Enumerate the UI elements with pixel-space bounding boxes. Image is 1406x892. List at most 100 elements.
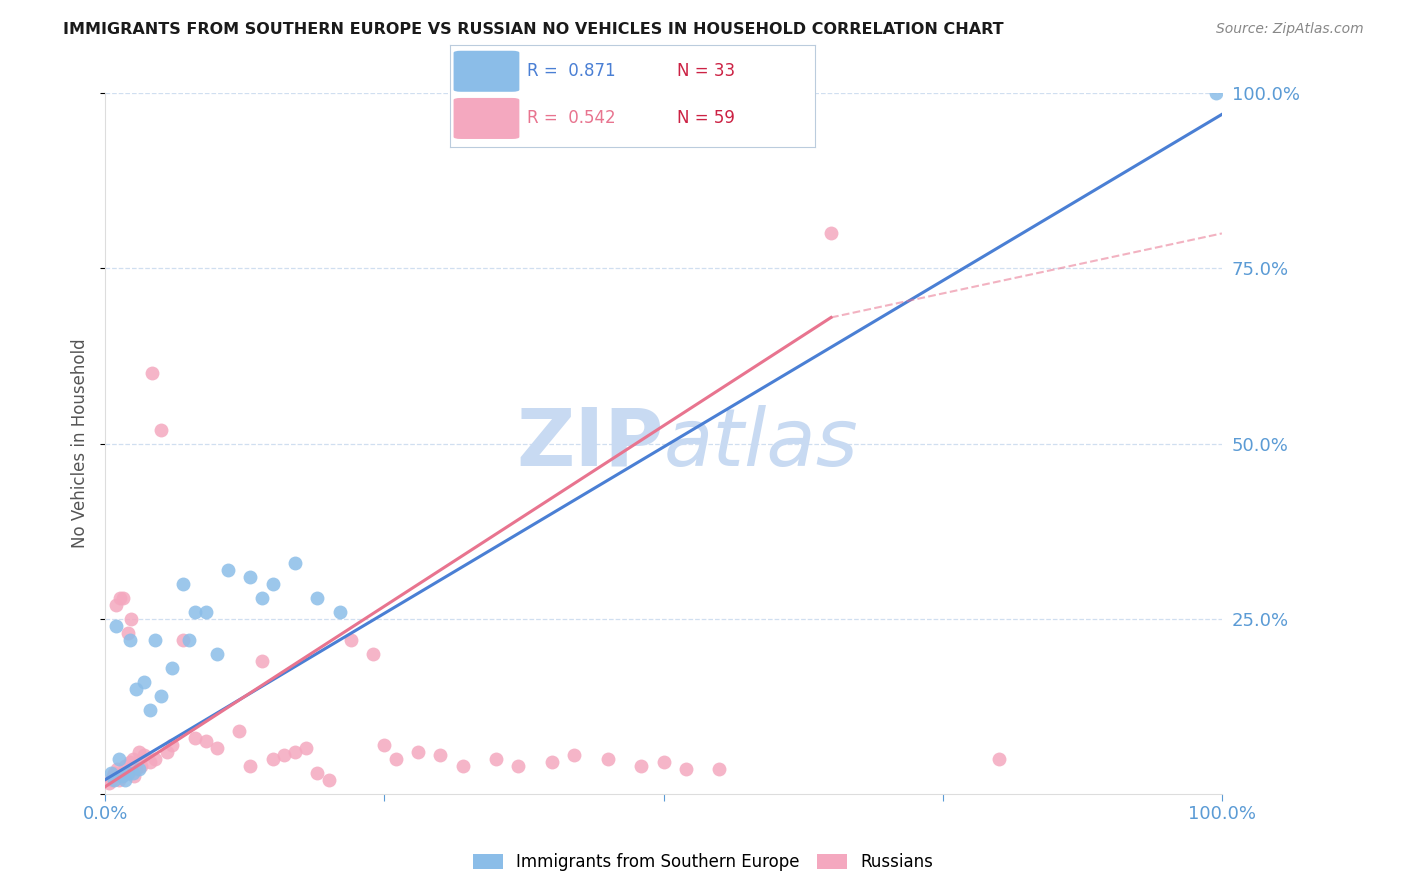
Text: IMMIGRANTS FROM SOUTHERN EUROPE VS RUSSIAN NO VEHICLES IN HOUSEHOLD CORRELATION : IMMIGRANTS FROM SOUTHERN EUROPE VS RUSSI…: [63, 22, 1004, 37]
FancyBboxPatch shape: [454, 98, 519, 139]
Point: [160, 660, 183, 674]
Point: [373, 738, 395, 752]
Point: [139, 755, 162, 769]
Point: [340, 632, 363, 647]
Point: [128, 745, 150, 759]
Point: [112, 765, 135, 780]
Point: [145, 752, 167, 766]
Point: [117, 625, 139, 640]
Text: atlas: atlas: [664, 404, 858, 483]
Y-axis label: No Vehicles in Household: No Vehicles in Household: [72, 339, 89, 549]
Point: [273, 748, 295, 763]
Point: [596, 752, 619, 766]
Point: [117, 765, 139, 780]
Point: [307, 765, 329, 780]
Point: [675, 762, 697, 776]
Point: [262, 752, 284, 766]
Point: [156, 745, 179, 759]
Point: [103, 765, 125, 780]
Point: [139, 703, 162, 717]
Point: [125, 681, 148, 696]
Point: [284, 745, 307, 759]
Point: [129, 758, 152, 772]
Point: [205, 741, 228, 756]
Point: [451, 758, 474, 772]
Point: [250, 591, 273, 605]
Point: [150, 689, 173, 703]
Point: [103, 772, 125, 787]
Point: [100, 772, 122, 787]
Text: R =  0.871: R = 0.871: [527, 62, 616, 80]
Point: [406, 745, 429, 759]
Point: [145, 632, 167, 647]
Point: [652, 755, 675, 769]
Text: R =  0.542: R = 0.542: [527, 110, 616, 128]
Point: [630, 758, 652, 772]
Point: [820, 227, 842, 241]
Point: [122, 769, 145, 783]
Point: [318, 772, 340, 787]
Point: [160, 738, 183, 752]
Point: [141, 367, 163, 381]
Point: [177, 632, 200, 647]
Point: [114, 758, 136, 772]
Text: ZIP: ZIP: [516, 404, 664, 483]
Point: [107, 752, 129, 766]
Point: [262, 576, 284, 591]
Point: [329, 605, 352, 619]
Point: [384, 752, 406, 766]
Point: [112, 591, 135, 605]
Point: [111, 769, 134, 783]
Point: [239, 569, 262, 583]
Point: [228, 723, 250, 738]
Point: [562, 748, 585, 763]
Point: [122, 752, 145, 766]
Point: [1205, 87, 1227, 101]
Point: [108, 591, 131, 605]
Point: [111, 769, 134, 783]
Point: [100, 765, 122, 780]
Point: [122, 765, 145, 780]
Point: [194, 605, 217, 619]
Point: [205, 647, 228, 661]
Point: [105, 598, 128, 612]
Point: [120, 611, 142, 625]
Point: [107, 762, 129, 776]
Point: [134, 748, 156, 763]
Point: [150, 423, 173, 437]
Point: [128, 762, 150, 776]
Point: [101, 769, 124, 783]
Point: [541, 755, 564, 769]
Legend: Immigrants from Southern Europe, Russians: Immigrants from Southern Europe, Russian…: [465, 845, 941, 880]
Point: [107, 772, 129, 787]
Point: [709, 762, 731, 776]
Point: [125, 762, 148, 776]
FancyBboxPatch shape: [454, 51, 519, 92]
Point: [508, 758, 530, 772]
Point: [118, 632, 141, 647]
Point: [284, 556, 307, 570]
Point: [194, 734, 217, 748]
Point: [118, 755, 141, 769]
Text: N = 59: N = 59: [676, 110, 734, 128]
Point: [429, 748, 451, 763]
Point: [172, 576, 194, 591]
Point: [361, 647, 384, 661]
Point: [134, 674, 156, 689]
Point: [250, 654, 273, 668]
Text: Source: ZipAtlas.com: Source: ZipAtlas.com: [1216, 22, 1364, 37]
Point: [114, 772, 136, 787]
Point: [217, 563, 239, 577]
Point: [987, 752, 1010, 766]
Point: [172, 632, 194, 647]
Point: [239, 758, 262, 772]
Point: [183, 605, 205, 619]
Point: [307, 591, 329, 605]
Point: [485, 752, 508, 766]
Text: N = 33: N = 33: [676, 62, 735, 80]
Point: [295, 741, 318, 756]
Point: [105, 618, 128, 632]
Point: [118, 765, 141, 780]
Point: [97, 776, 120, 790]
Point: [183, 731, 205, 745]
